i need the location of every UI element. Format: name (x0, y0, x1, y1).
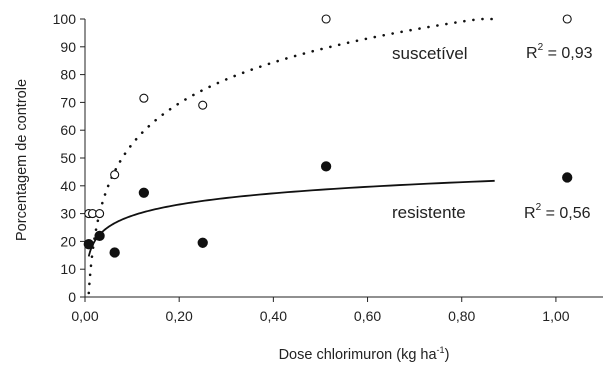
data-point-resistente (197, 237, 208, 248)
data-point-suscetivel (321, 14, 331, 24)
series-label-suscetivel: suscetível (392, 44, 468, 63)
y-tick-label: 80 (60, 67, 76, 83)
y-tick-label: 100 (53, 11, 77, 27)
y-ticks: 0 10 20 30 40 50 60 70 80 90 100 (53, 11, 85, 305)
y-axis-title: Porcentagem de controle (14, 79, 30, 241)
r2-label-suscetivel: R2 = 0,93 (526, 42, 593, 62)
y-tick-label: 60 (60, 122, 76, 138)
data-point-suscetivel (198, 100, 208, 110)
data-point-suscetivel (562, 14, 572, 24)
fit-curve-suscetivel (87, 17, 496, 295)
x-tick-label: 0,20 (166, 308, 193, 324)
data-point-suscetivel (95, 209, 105, 219)
x-tick-label: 0,40 (260, 308, 287, 324)
r2-label-suscetivel-value: = 0,93 (543, 45, 592, 62)
r2-label-suscetivel-sup: 2 (538, 42, 544, 53)
series-label-resistente: resistente (392, 203, 466, 222)
y-tick-label: 30 (60, 206, 76, 222)
r2-label-resistente: R2 = 0,56 (524, 202, 591, 222)
x-tick-label: 0,00 (71, 308, 98, 324)
x-axis-title-main: Dose chlorimuron (kg ha (279, 347, 438, 363)
r2-label-suscetivel-r: R (526, 45, 538, 62)
r2-label-resistente-sup: 2 (536, 202, 542, 213)
y-tick-label: 10 (60, 261, 76, 277)
data-point-suscetivel (110, 170, 120, 180)
x-tick-label: 0,60 (354, 308, 381, 324)
r2-label-resistente-value: = 0,56 (541, 205, 590, 222)
x-ticks: 0,00 0,20 0,40 0,60 0,80 1,00 (71, 297, 570, 324)
data-point-resistente (320, 161, 332, 172)
y-tick-label: 50 (60, 150, 76, 166)
x-axis-title-close: ) (445, 347, 450, 363)
x-axis-title: Dose chlorimuron (kg ha-1) (279, 345, 450, 363)
y-tick-label: 40 (60, 178, 76, 194)
y-tick-label: 20 (60, 233, 76, 249)
data-points (83, 14, 573, 258)
x-tick-label: 0,80 (448, 308, 475, 324)
x-tick-label: 1,00 (542, 308, 569, 324)
data-point-resistente (109, 247, 120, 258)
data-point-resistente (83, 239, 94, 250)
y-tick-label: 0 (68, 289, 76, 305)
data-point-resistente (94, 230, 105, 241)
r2-label-resistente-r: R (524, 205, 536, 222)
data-point-suscetivel (139, 93, 149, 103)
y-tick-label: 70 (60, 94, 76, 110)
data-point-resistente (138, 187, 150, 198)
y-tick-label: 90 (60, 39, 76, 55)
data-point-resistente (562, 172, 573, 183)
x-axis-title-sup: -1 (437, 345, 445, 355)
